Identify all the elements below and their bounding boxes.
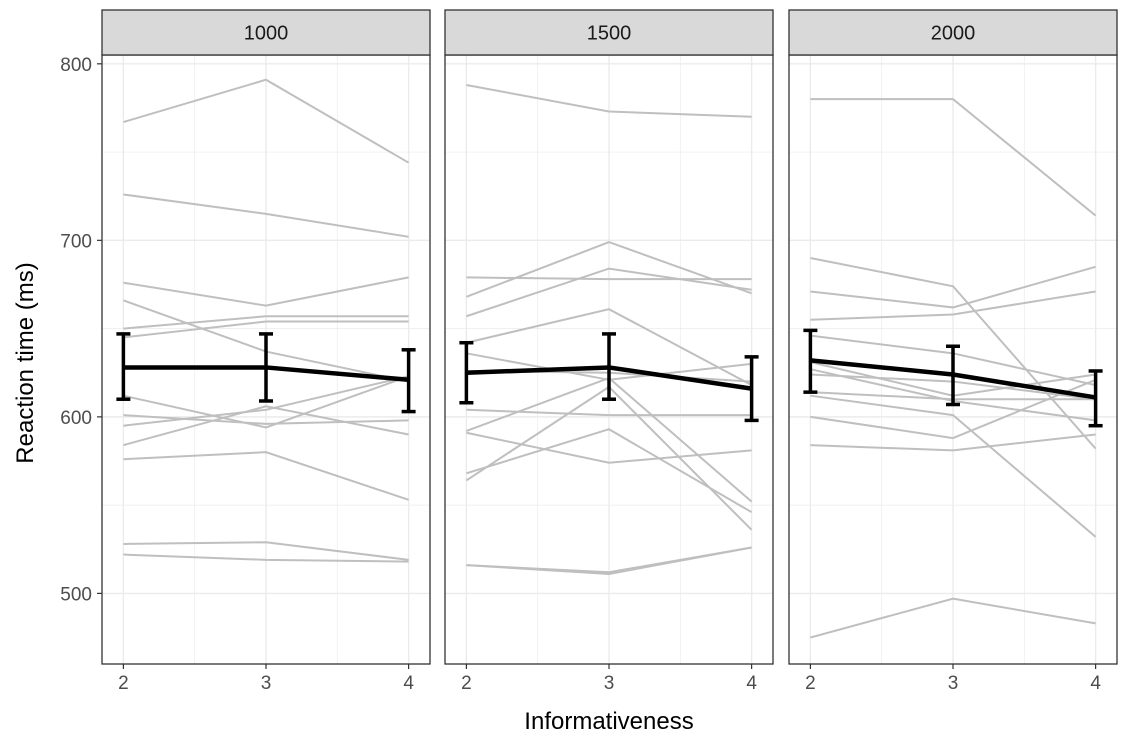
facet-strip xyxy=(444,9,774,56)
individual-line xyxy=(123,375,409,427)
y-axis-title: Reaction time (ms) xyxy=(12,262,39,463)
facet-panel-1000: 1000 2 3 4 xyxy=(101,9,431,694)
individual-line xyxy=(123,451,409,501)
individual-line xyxy=(466,546,752,575)
facet-strip-label: 2000 xyxy=(931,23,976,45)
individual-line xyxy=(123,320,409,339)
individual-line xyxy=(123,553,409,563)
x-tick-label: 3 xyxy=(604,673,615,694)
individual-line xyxy=(810,394,1097,538)
individual-line xyxy=(466,408,752,417)
individual-line xyxy=(810,98,1097,217)
error-bar xyxy=(1088,369,1103,428)
error-bar xyxy=(259,332,273,403)
x-tick-label: 2 xyxy=(118,673,129,694)
individual-line xyxy=(123,276,409,307)
x-tick-label: 4 xyxy=(403,673,414,694)
y-tick-label: 600 xyxy=(60,408,92,429)
individual-line xyxy=(466,428,753,514)
individual-line xyxy=(810,433,1096,452)
individual-line xyxy=(123,193,409,238)
facet-strip-label: 1500 xyxy=(587,23,632,45)
facet-strip xyxy=(101,9,431,56)
plot-layer: 500 600 700 800 1000 2 3 4 1500 2 3 4 2000 2 3 4 xyxy=(60,9,1118,694)
error-bar xyxy=(803,328,818,394)
individual-line xyxy=(123,541,409,561)
individual-line xyxy=(810,290,1096,321)
x-tick-label: 4 xyxy=(1090,673,1101,694)
individual-line xyxy=(810,257,1097,450)
y-tick-label: 500 xyxy=(60,584,92,605)
x-tick-label: 2 xyxy=(461,673,472,694)
error-bar xyxy=(744,355,759,423)
individual-line xyxy=(466,241,752,298)
individual-line xyxy=(123,78,410,164)
x-tick-label: 2 xyxy=(805,673,816,694)
individual-line xyxy=(810,378,1096,440)
facet-panel-1500: 1500 2 3 4 xyxy=(444,9,774,694)
y-tick-label: 800 xyxy=(60,55,92,76)
facet-strip xyxy=(788,9,1118,56)
x-tick-label: 3 xyxy=(948,673,959,694)
error-bar xyxy=(602,332,616,401)
individual-line xyxy=(466,267,752,318)
facet-panel-2000: 2000 2 3 4 xyxy=(788,9,1118,694)
individual-line xyxy=(810,265,1096,309)
x-tick-label: 4 xyxy=(746,673,757,694)
individual-line xyxy=(466,431,752,464)
individual-line xyxy=(123,375,409,429)
individual-line xyxy=(123,405,409,447)
error-bar xyxy=(401,348,416,414)
x-axis-title: Informativeness xyxy=(524,708,693,734)
individual-line xyxy=(466,84,752,118)
facet-strip-label: 1000 xyxy=(244,23,289,45)
error-bar xyxy=(946,344,960,407)
x-tick-label: 3 xyxy=(261,673,272,694)
error-bar xyxy=(116,332,131,401)
individual-line xyxy=(123,414,409,425)
y-tick-label: 700 xyxy=(60,231,92,252)
error-bar xyxy=(459,340,474,405)
individual-line xyxy=(466,308,753,386)
individual-line xyxy=(810,597,1096,639)
individual-line xyxy=(123,315,409,330)
